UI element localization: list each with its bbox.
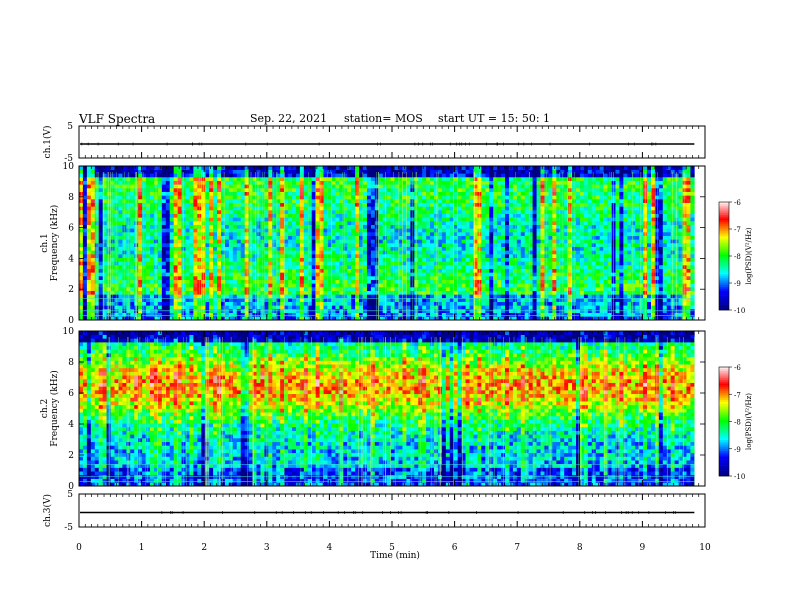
colorbar: -6 -7 -8 -9 -10 log(PSD)(V²/Hz) (718, 199, 753, 315)
x-tick-label: 8 (577, 543, 583, 553)
colorbar-label: log(PSD)(V²/Hz) (745, 393, 753, 450)
colorbar-tick-label: -8 (734, 253, 741, 261)
colorbar-tick-label: -6 (734, 364, 741, 372)
x-tick-label: 4 (327, 543, 333, 553)
y-tick-label: 5 (67, 490, 73, 500)
y-tick-label: -5 (64, 523, 73, 533)
y-tick-label: 4 (68, 420, 74, 430)
y-tick-label: 0 (68, 482, 74, 492)
colorbar-tick-label: -9 (734, 280, 741, 288)
colorbar: -6 -7 -8 -9 -10 log(PSD)(V²/Hz) (718, 364, 753, 481)
x-tick-label: 2 (201, 543, 207, 553)
y-tick-label: 6 (68, 389, 74, 399)
y-tick-label: 0 (68, 316, 74, 326)
colorbar-tick-label: -8 (734, 419, 741, 427)
y-axis-label: ch.3(V) (42, 494, 53, 527)
x-tick-label: 9 (640, 543, 646, 553)
y-tick-label: -5 (64, 154, 73, 164)
colorbar-tick-label: -7 (734, 391, 741, 399)
colorbar-tick-label: -10 (734, 307, 745, 315)
y-axis-label-frequency: Frequency (kHz) (49, 370, 60, 447)
chart-title: VLF Spectra (79, 112, 156, 126)
chart-station: station= MOS (344, 112, 423, 125)
x-tick-label: 3 (264, 543, 270, 553)
y-axis-label-channel: ch.2 (40, 399, 50, 418)
y-tick-label: 4 (68, 254, 74, 264)
colorbar-tick-label: -6 (734, 199, 741, 207)
y-tick-label: 2 (68, 285, 74, 295)
x-tick-label: 1 (139, 543, 145, 553)
y-tick-label: 6 (68, 224, 74, 234)
y-axis-label-frequency: Frequency (kHz) (49, 205, 60, 282)
y-tick-label: 10 (63, 162, 75, 172)
x-tick-label: 6 (452, 543, 458, 553)
spectrogram-ch1: 0 2 4 6 8 10 ch.1 Frequency (kHz) -6 -7 -8 -9 -10 log… (40, 162, 753, 326)
x-tick-label: 10 (699, 543, 711, 553)
y-tick-label: 2 (68, 451, 74, 461)
colorbar-tick-label: -10 (734, 473, 745, 481)
x-axis: 0 1 2 3 4 5 6 7 8 9 10 Time (min) (76, 126, 711, 561)
y-tick-label: 8 (68, 193, 74, 203)
colorbar-tick-label: -7 (734, 226, 741, 234)
x-axis-label: Time (min) (370, 550, 420, 561)
y-tick-label: 10 (63, 327, 75, 337)
x-tick-label: 7 (514, 543, 520, 553)
x-tick-label: 5 (389, 543, 395, 553)
y-tick-label: 8 (68, 358, 74, 368)
y-axis-label-channel: ch.1 (40, 233, 50, 252)
chart-date: Sep. 22, 2021 (250, 112, 328, 125)
x-tick-label: 0 (76, 543, 82, 553)
y-tick-label: 5 (67, 122, 73, 132)
chart-start-time: start UT = 15: 50: 1 (438, 112, 551, 125)
colorbar-label: log(PSD)(V²/Hz) (745, 227, 753, 284)
colorbar-tick-label: -9 (734, 446, 741, 454)
y-axis-label: ch.1(V) (42, 126, 53, 159)
spectrogram-ch2: 0 2 4 6 8 10 ch.2 Frequency (kHz) -6 -7 -8 -9 -10 log… (40, 327, 753, 492)
